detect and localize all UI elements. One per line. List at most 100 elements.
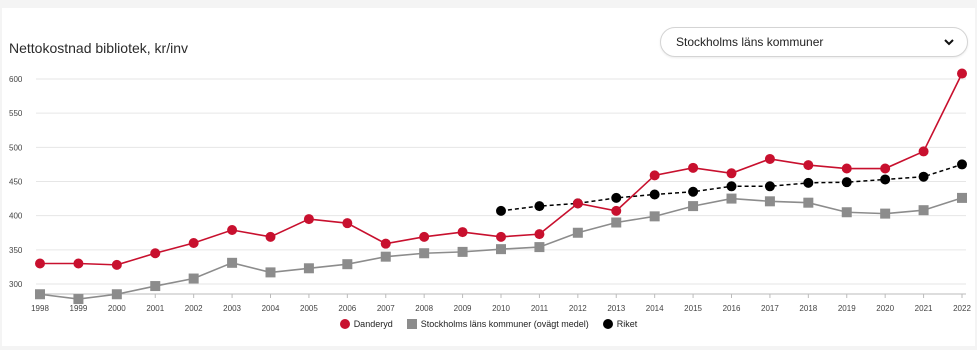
x-tick-label: 2016 <box>723 304 741 313</box>
x-tick-label: 2000 <box>108 304 126 313</box>
legend-marker-riket <box>602 319 613 329</box>
x-tick-label: 1999 <box>70 304 88 313</box>
data-point-stockholm <box>111 289 122 300</box>
data-point-riket <box>841 177 852 188</box>
legend-label-stockholm: Stockholms läns kommuner (ovägt medel) <box>420 319 589 329</box>
x-tick-label: 2008 <box>415 304 433 313</box>
y-tick-label: 550 <box>9 109 23 118</box>
chevron-down-icon <box>943 35 955 53</box>
data-point-danderyd <box>380 238 391 249</box>
data-point-stockholm <box>457 246 468 257</box>
y-tick-label: 400 <box>9 212 23 221</box>
y-tick-label: 600 <box>9 75 23 84</box>
x-tick-label: 2010 <box>492 304 510 313</box>
data-point-stockholm <box>419 248 430 259</box>
data-point-danderyd <box>227 225 238 236</box>
x-tick-label: 2020 <box>876 304 894 313</box>
x-tick-label: 2007 <box>377 304 395 313</box>
data-point-danderyd <box>649 170 660 181</box>
y-tick-label: 500 <box>9 143 23 152</box>
data-point-stockholm <box>496 244 506 255</box>
y-tick-label: 350 <box>9 246 23 255</box>
data-point-danderyd <box>726 168 737 179</box>
legend-label-riket: Riket <box>616 319 638 329</box>
line-chart: 300 350 400 450 500 550 600 1998 1999 2000 2001 200… <box>9 68 971 313</box>
chart-title: Nettokostnad bibliotek, kr/inv <box>9 40 188 56</box>
data-point-riket <box>534 201 545 212</box>
data-point-riket <box>611 192 622 203</box>
data-point-danderyd <box>73 258 84 269</box>
data-point-riket <box>764 181 775 192</box>
data-point-riket <box>880 174 891 185</box>
data-point-stockholm <box>265 267 276 278</box>
data-point-danderyd <box>957 68 967 79</box>
chart-panel <box>2 8 975 346</box>
legend-label-danderyd: Danderyd <box>353 319 393 329</box>
data-point-danderyd <box>688 162 699 173</box>
legend-marker-danderyd <box>339 319 350 329</box>
x-tick-label: 2006 <box>338 304 356 313</box>
data-point-danderyd <box>111 259 122 270</box>
x-tick-label: 2002 <box>185 304 203 313</box>
data-point-riket <box>803 177 814 188</box>
data-point-riket <box>688 186 699 197</box>
data-point-danderyd <box>303 214 314 225</box>
x-tick-label: 2003 <box>223 304 241 313</box>
x-tick-label: 2005 <box>300 304 318 313</box>
data-point-danderyd <box>572 198 583 209</box>
data-point-riket <box>957 159 967 170</box>
data-point-stockholm <box>649 211 660 222</box>
data-point-stockholm <box>572 227 583 238</box>
data-point-danderyd <box>496 231 506 242</box>
data-point-danderyd <box>841 163 852 174</box>
legend-item-danderyd[interactable]: Danderyd <box>339 319 393 329</box>
data-point-stockholm <box>688 201 699 212</box>
data-point-stockholm <box>73 294 84 305</box>
data-point-danderyd <box>764 153 775 164</box>
data-point-danderyd <box>35 258 45 269</box>
x-tick-label: 2014 <box>646 304 664 313</box>
data-point-danderyd <box>534 229 545 240</box>
data-point-riket <box>649 189 660 200</box>
data-point-stockholm <box>803 197 814 208</box>
data-point-stockholm <box>227 257 238 268</box>
data-point-danderyd <box>150 248 161 259</box>
data-point-riket <box>726 181 737 192</box>
y-tick-label: 300 <box>9 280 23 289</box>
x-tick-label: 2021 <box>915 304 933 313</box>
x-tick-label: 2022 <box>953 304 971 313</box>
data-point-stockholm <box>726 193 737 204</box>
x-tick-label: 2017 <box>761 304 779 313</box>
x-tick-label: 2013 <box>607 304 625 313</box>
data-point-stockholm <box>150 281 161 292</box>
data-point-stockholm <box>303 263 314 274</box>
data-point-stockholm <box>611 217 622 228</box>
data-point-danderyd <box>342 218 353 229</box>
data-point-danderyd <box>918 146 929 157</box>
data-point-danderyd <box>457 227 468 238</box>
data-point-stockholm <box>764 196 775 207</box>
legend-item-riket[interactable]: Riket <box>602 319 638 329</box>
data-point-danderyd <box>880 163 891 174</box>
data-point-stockholm <box>342 259 353 270</box>
legend-marker-stockholm <box>406 319 417 329</box>
x-tick-label: 2018 <box>799 304 817 313</box>
x-tick-label: 2001 <box>146 304 164 313</box>
data-point-stockholm <box>918 205 929 216</box>
data-point-stockholm <box>35 289 45 300</box>
data-point-riket <box>496 205 506 216</box>
data-point-stockholm <box>957 192 967 203</box>
data-point-stockholm <box>841 207 852 218</box>
x-tick-label: 2019 <box>838 304 856 313</box>
y-tick-label: 450 <box>9 178 23 187</box>
x-tick-label: 2009 <box>454 304 472 313</box>
data-point-danderyd <box>188 238 199 248</box>
region-select-dropdown[interactable]: Stockholms läns kommuner <box>660 27 968 57</box>
data-point-danderyd <box>803 160 814 171</box>
data-point-danderyd <box>419 231 430 242</box>
dropdown-selected-value: Stockholms läns kommuner <box>676 35 824 49</box>
data-point-stockholm <box>188 273 199 284</box>
data-point-stockholm <box>880 208 891 219</box>
data-point-danderyd <box>611 205 622 216</box>
legend-item-stockholm[interactable]: Stockholms läns kommuner (ovägt medel) <box>406 319 589 329</box>
